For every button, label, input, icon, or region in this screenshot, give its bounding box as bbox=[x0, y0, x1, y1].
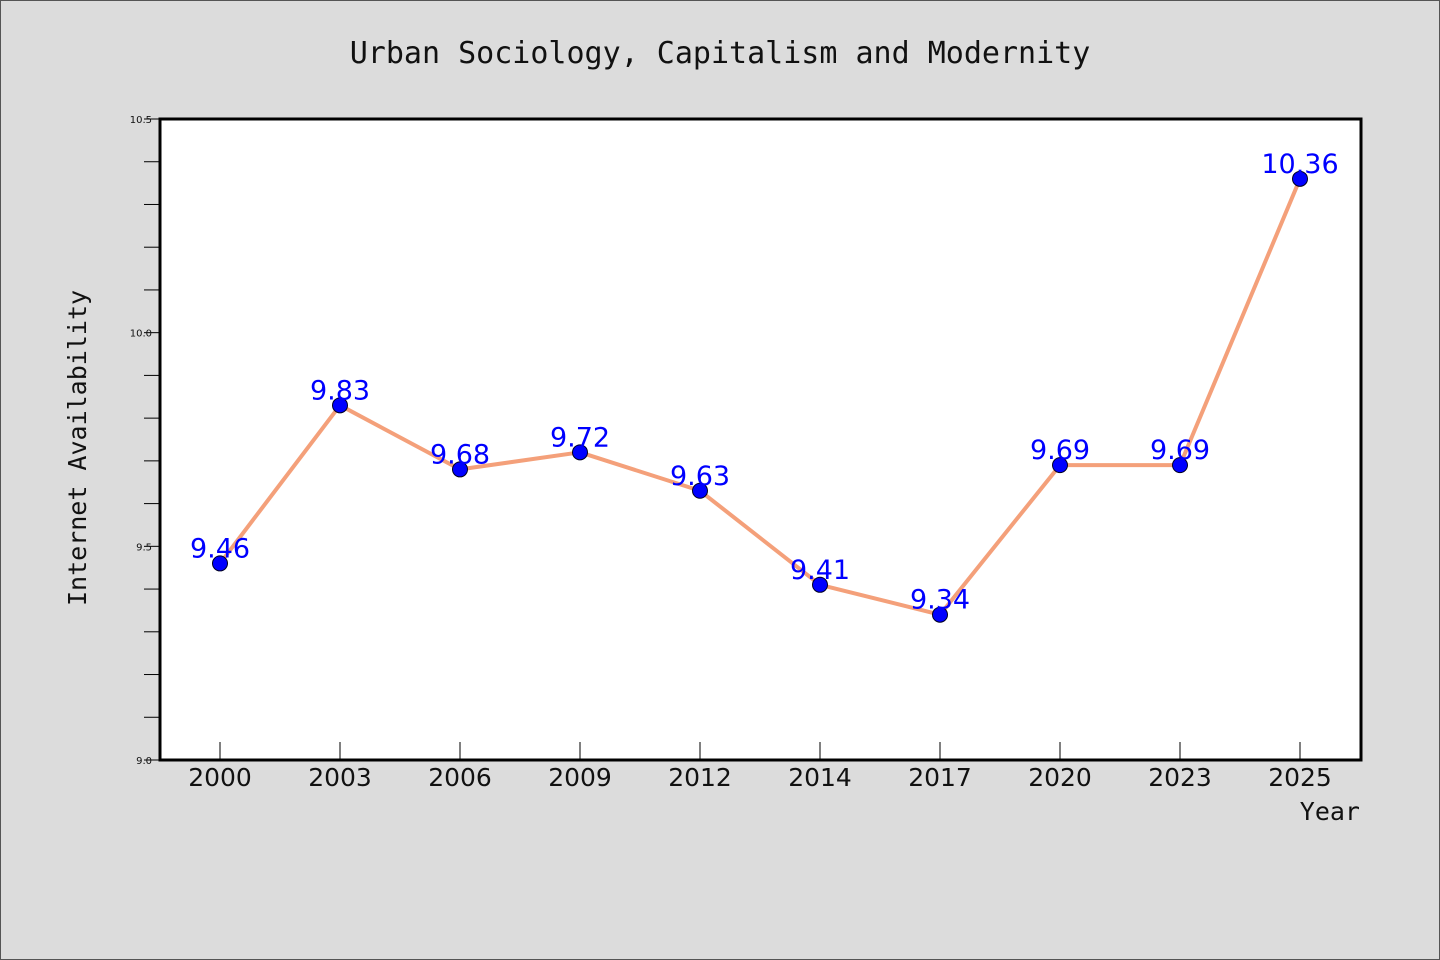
data-label: 9.72 bbox=[550, 422, 610, 453]
data-label: 10.36 bbox=[1261, 149, 1338, 180]
data-point bbox=[932, 606, 948, 623]
data-label: 9.41 bbox=[790, 555, 850, 586]
data-point bbox=[1292, 170, 1308, 187]
data-point bbox=[692, 482, 708, 499]
plot-area bbox=[160, 119, 1361, 760]
series-line bbox=[218, 176, 1302, 617]
data-label: 9.63 bbox=[670, 461, 730, 492]
x-tick-label: 2017 bbox=[908, 763, 972, 792]
y-tick-label: 10.5 bbox=[130, 115, 152, 126]
x-tick-label: 2012 bbox=[668, 763, 732, 792]
chart-title: Urban Sociology, Capitalism and Modernit… bbox=[350, 36, 1091, 71]
data-label: 9.34 bbox=[910, 585, 970, 616]
data-label: 9.68 bbox=[430, 439, 490, 470]
x-tick-label: 2006 bbox=[428, 763, 492, 792]
data-point bbox=[1052, 457, 1068, 474]
x-tick-label: 2003 bbox=[308, 763, 372, 792]
y-tick-label: 9.5 bbox=[136, 542, 152, 553]
data-point bbox=[332, 397, 348, 414]
x-tick-label: 2009 bbox=[548, 763, 612, 792]
data-point bbox=[212, 555, 228, 572]
data-point bbox=[572, 444, 588, 461]
data-label: 9.46 bbox=[190, 533, 250, 564]
x-tick-label: 2023 bbox=[1148, 763, 1212, 792]
series-line-group bbox=[218, 176, 1302, 617]
data-label: 9.69 bbox=[1030, 435, 1090, 466]
data-label: 9.83 bbox=[310, 375, 370, 406]
data-point bbox=[1172, 457, 1188, 474]
data-point bbox=[812, 576, 828, 593]
data-point bbox=[452, 461, 468, 478]
y-tick-label: 10.0 bbox=[130, 329, 152, 340]
x-tick-label: 2014 bbox=[788, 763, 852, 792]
x-axis: 2000 2003 2006 2009 2012 2014 2017 2020 2023 2025 bbox=[188, 742, 1332, 792]
data-label: 9.69 bbox=[1150, 435, 1210, 466]
data-labels: 9.46 9.83 9.68 9.72 9.63 9.41 9.34 9.69 9.69 10.3… bbox=[190, 149, 1339, 616]
x-tick-label: 2025 bbox=[1268, 763, 1332, 792]
y-axis: 9.0 9.5 10.0 10.5 bbox=[130, 115, 160, 767]
x-axis-label: Year bbox=[1300, 797, 1360, 826]
x-tick-label: 2020 bbox=[1028, 763, 1092, 792]
data-markers bbox=[212, 170, 1308, 623]
y-axis-label: Internet Availability bbox=[63, 290, 92, 606]
y-tick-label: 9.0 bbox=[136, 756, 152, 767]
x-tick-label: 2000 bbox=[188, 763, 252, 792]
plot-border bbox=[158, 117, 1363, 762]
